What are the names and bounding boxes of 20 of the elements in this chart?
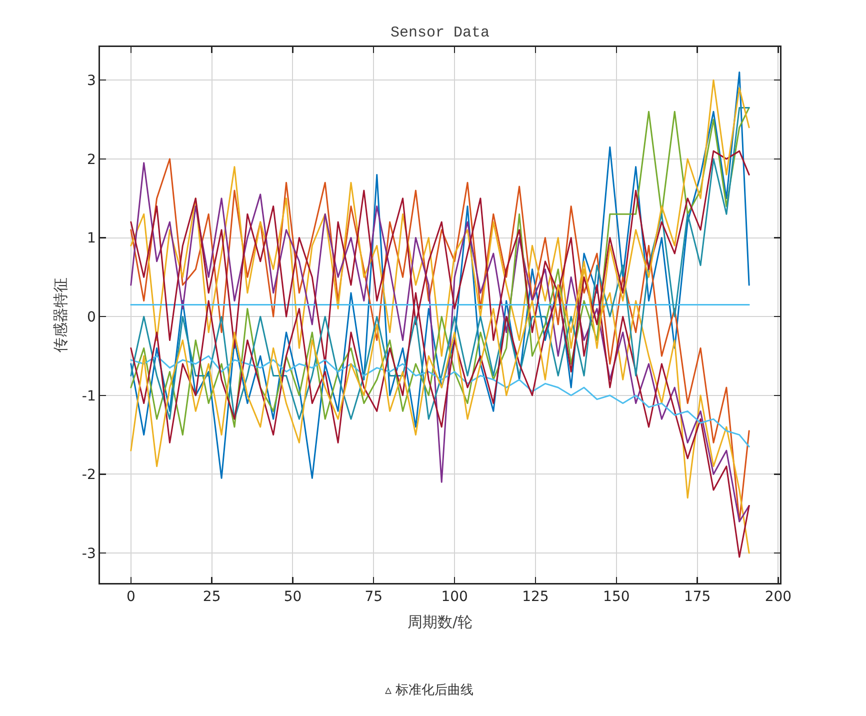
y-axis-title: 传感器特征 [51,278,70,352]
x-axis-title: 周期数/轮 [407,612,473,631]
y-tick-label: 0 [86,309,96,326]
x-tick-label: 25 [202,589,221,606]
x-tick-label: 150 [603,589,630,606]
x-tick-label: 175 [684,589,711,606]
y-tick-label: 2 [86,152,96,168]
y-tick-label: 1 [86,230,96,247]
x-tick-label: 125 [522,589,549,606]
x-tick-label: 50 [284,589,302,606]
y-tick-label: -2 [82,467,96,484]
x-tick-label: 75 [364,589,383,606]
chart-title: Sensor Data [390,24,490,42]
x-tick-label: 200 [764,589,792,606]
y-tick-label: -3 [82,546,96,562]
x-tick-label: 100 [441,589,468,606]
x-tick-label: 0 [126,589,136,606]
text: ▵ 标准化后曲线 [385,683,474,698]
y-tick-label: 3 [86,73,96,90]
y-tick-label: -1 [82,388,96,404]
